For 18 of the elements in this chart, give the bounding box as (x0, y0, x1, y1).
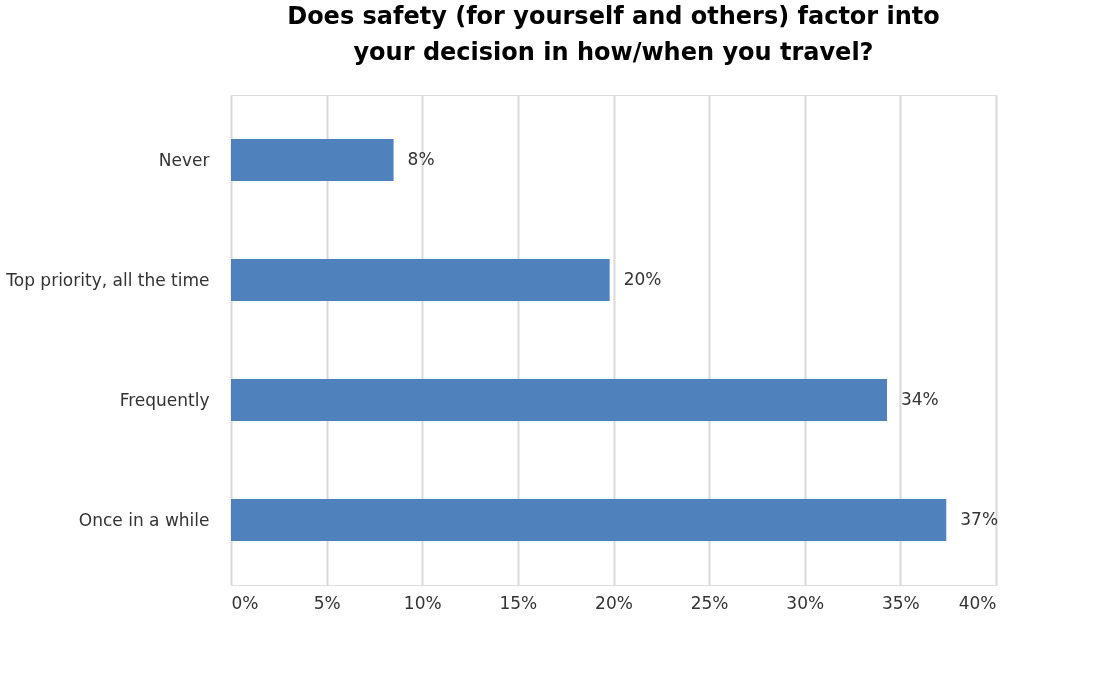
y-tick-label: Frequently (119, 389, 210, 410)
y-tick-label: Top priority, all the time (5, 269, 210, 290)
x-tick-label: 15% (499, 592, 538, 613)
chart-title: Does safety (for yourself and others) factor into your decision in how/when you travel? (287, 2, 940, 66)
x-tick-label: 0% (231, 592, 259, 613)
x-tick-label: 10% (403, 592, 442, 613)
x-tick-label: 40% (958, 592, 997, 613)
x-tick-label: 25% (690, 592, 729, 613)
y-tick-label: Once in a while (78, 509, 210, 530)
y-tick-label: Never (158, 149, 210, 170)
x-tick-label: 30% (786, 592, 825, 613)
data-label: 37% (960, 509, 999, 529)
data-label: 8% (407, 149, 435, 169)
data-label: 34% (900, 389, 939, 409)
data-label: 20% (623, 269, 662, 289)
x-tick-label: 35% (881, 592, 920, 613)
x-tick-label: 5% (313, 592, 341, 613)
x-tick-label: 20% (595, 592, 633, 613)
